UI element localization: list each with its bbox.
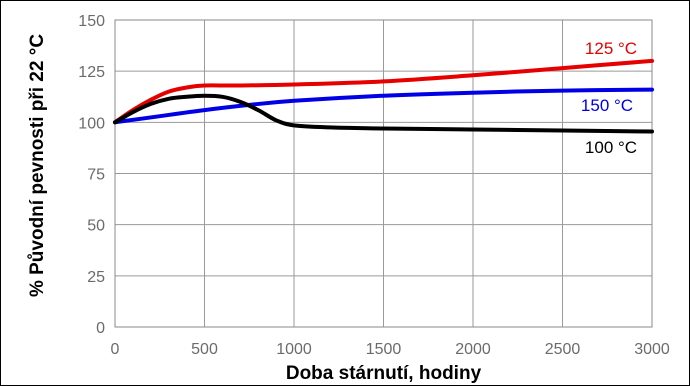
series-label-2: 100 °C <box>585 138 637 157</box>
series-line-0 <box>113 58 654 125</box>
series-lines <box>113 58 654 134</box>
series-labels: 125 °C 150 °C 100 °C <box>581 39 637 157</box>
plot-border <box>114 19 653 328</box>
series-line-1 <box>113 87 654 125</box>
y-tick-labels: 0 25 50 75 100 125 150 <box>78 13 105 337</box>
y-tick-label-6: 150 <box>78 13 105 30</box>
x-tick-label-0: 0 <box>111 341 120 358</box>
x-tick-label-5: 2500 <box>545 341 581 358</box>
x-tick-label-1: 500 <box>191 341 218 358</box>
x-tick-label-4: 2000 <box>455 341 491 358</box>
y-tick-label-3: 75 <box>87 167 105 184</box>
grid <box>114 19 653 328</box>
x-tick-label-6: 3000 <box>634 341 670 358</box>
series-label-1: 150 °C <box>581 96 633 115</box>
y-tick-label-4: 100 <box>78 115 105 132</box>
x-tick-label-3: 1500 <box>366 341 402 358</box>
y-tick-label-1: 25 <box>87 269 105 286</box>
y-tick-label-5: 125 <box>78 64 105 81</box>
y-tick-label-0: 0 <box>96 320 105 337</box>
series-label-0: 125 °C <box>585 39 637 58</box>
x-axis-title: Doba stárnutí, hodiny <box>286 363 482 384</box>
y-tick-label-2: 50 <box>87 218 105 235</box>
y-axis-title: % Původní pevnosti při 22 °C <box>27 34 48 297</box>
x-tick-label-2: 1000 <box>276 341 312 358</box>
x-tick-labels: 0 500 1000 1500 2000 2500 3000 <box>111 341 670 358</box>
series-line-2 <box>113 93 654 134</box>
